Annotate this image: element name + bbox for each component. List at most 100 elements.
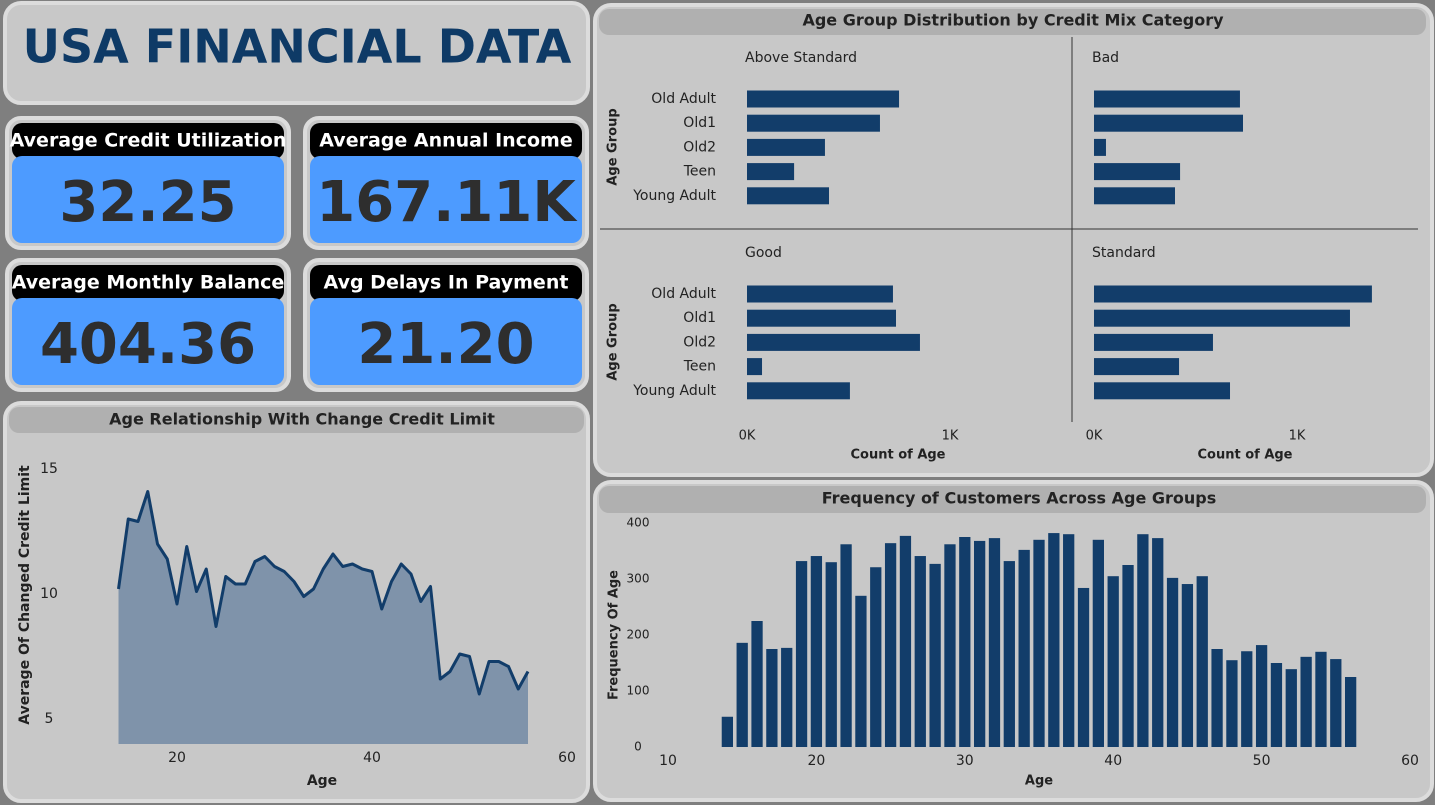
x-tick-label: 40: [363, 750, 381, 766]
x-tick-label: 0K: [1086, 429, 1103, 444]
category-label: Young Adult: [632, 188, 716, 204]
kpi-header: [310, 265, 582, 301]
bar: [747, 163, 795, 181]
bar: [1094, 358, 1180, 376]
x-tick-label: 40: [1104, 753, 1122, 769]
bar: [1211, 649, 1223, 747]
bar: [899, 535, 912, 747]
bar: [747, 138, 825, 156]
bar: [747, 382, 850, 400]
bar: [736, 642, 748, 747]
y-axis-label: Age Group: [606, 108, 621, 185]
bar: [1315, 651, 1327, 747]
bar: [795, 561, 808, 747]
dashboard-title: USA FINANCIAL DATA: [23, 20, 572, 74]
kpi-body: [310, 298, 582, 385]
bar: [988, 538, 1001, 747]
bar: [1152, 538, 1164, 747]
bar: [1166, 577, 1179, 747]
area-fill: [118, 491, 528, 744]
category-label: Old1: [683, 310, 716, 326]
panel-label: Good: [745, 245, 782, 261]
bar: [855, 595, 867, 747]
category-label: Old1: [683, 115, 716, 131]
bar: [974, 540, 986, 747]
bar: [1345, 677, 1357, 747]
bar: [1018, 549, 1030, 747]
y-tick-label: 15: [40, 461, 58, 477]
kpi-label: Average Credit Utilization: [10, 130, 287, 152]
category-label: Old2: [683, 334, 716, 350]
title-panel: [3, 1, 590, 105]
line: [117, 490, 530, 696]
panel-header: [599, 9, 1426, 35]
bar: [1092, 539, 1104, 747]
bar: [870, 567, 882, 747]
category-label: Old Adult: [651, 286, 716, 302]
kpi-body: [12, 298, 284, 385]
bar: [747, 309, 897, 327]
x-tick-label: 20: [168, 750, 186, 766]
bar: [1285, 669, 1297, 747]
bar: [781, 647, 793, 747]
kpi-label: Average Annual Income: [319, 130, 572, 152]
bar: [1330, 659, 1342, 747]
y-tick-label: 400: [627, 516, 650, 530]
bar: [1241, 651, 1253, 747]
chart-title: Age Group Distribution by Credit Mix Cat…: [802, 11, 1224, 30]
x-axis-label: Age: [1025, 774, 1053, 789]
x-tick-label: 30: [956, 753, 974, 769]
panel-header: [599, 486, 1426, 513]
category-label: Old2: [683, 139, 716, 155]
bar: [1094, 309, 1350, 327]
bar: [914, 556, 926, 747]
bar: [747, 333, 920, 351]
x-tick-label: 0K: [739, 429, 756, 444]
bar: [766, 649, 778, 747]
bar: [1094, 187, 1175, 205]
bar: [1226, 660, 1238, 747]
x-tick-label: 1K: [1289, 429, 1306, 444]
bar: [1196, 576, 1208, 747]
x-tick-label: 50: [1253, 753, 1271, 769]
x-tick-label: 1K: [942, 429, 959, 444]
y-tick-label: 0: [634, 740, 642, 754]
x-axis-label: Age: [307, 773, 337, 789]
bar: [747, 114, 880, 132]
bar: [1094, 90, 1240, 108]
bar: [1181, 584, 1194, 747]
x-tick-label: 10: [659, 753, 677, 769]
bar: [1300, 656, 1312, 747]
x-tick-label: 20: [807, 753, 825, 769]
panel-label: Above Standard: [745, 50, 857, 66]
bar: [1137, 534, 1149, 747]
bar: [1255, 645, 1268, 747]
bar: [1107, 576, 1119, 747]
kpi-header: [12, 123, 284, 159]
category-label: Teen: [683, 164, 716, 180]
bar: [1094, 138, 1106, 156]
chart-title: Age Relationship With Change Credit Limi…: [109, 410, 495, 429]
kpi-value: 167.11K: [316, 170, 578, 235]
category-label: Young Adult: [632, 383, 716, 399]
bar: [1033, 539, 1045, 747]
bar: [1094, 285, 1372, 303]
bar: [840, 544, 852, 747]
y-axis-label: Age Group: [606, 303, 621, 380]
kpi-header: [310, 123, 582, 159]
x-axis-label: Count of Age: [1197, 448, 1292, 463]
x-tick-label: 60: [1401, 753, 1419, 769]
category-label: Old Adult: [651, 91, 716, 107]
bar: [944, 544, 956, 747]
y-tick-label: 200: [627, 628, 650, 642]
bar: [1094, 163, 1181, 181]
bar: [1270, 663, 1283, 747]
kpi-body: [12, 156, 284, 243]
bar: [1003, 561, 1015, 747]
bar: [747, 358, 763, 376]
kpi-body: [310, 156, 582, 243]
bar: [751, 621, 763, 747]
kpi-value: 404.36: [40, 312, 256, 377]
y-axis-label: Frequency Of Age: [607, 570, 622, 700]
